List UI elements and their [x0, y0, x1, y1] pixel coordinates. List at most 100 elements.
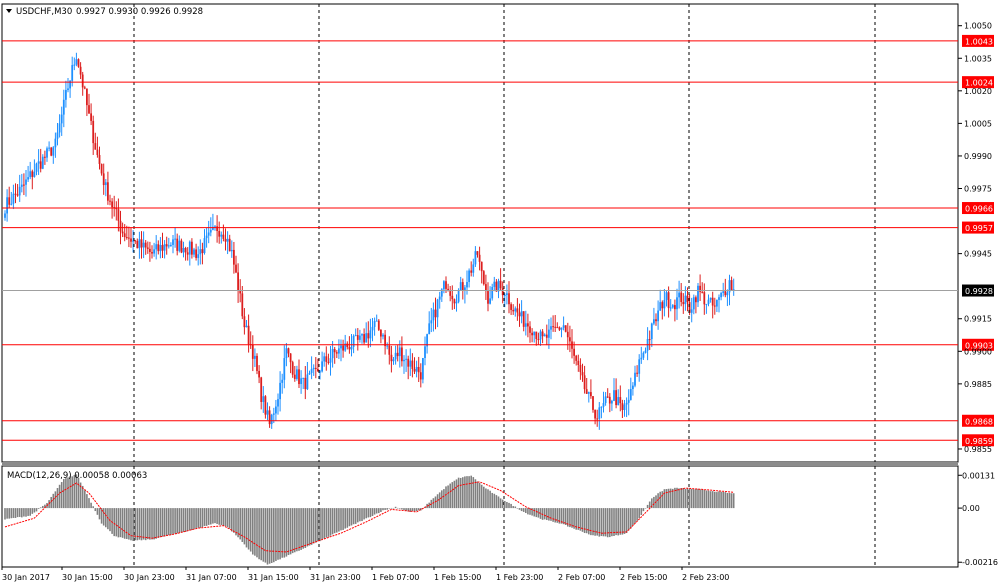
candle: [701, 282, 704, 294]
macd-histogram-bar: [161, 508, 164, 537]
candle-body: [688, 302, 691, 313]
macd-histogram-bar: [168, 508, 170, 536]
candle-body: [453, 299, 456, 304]
candle-body: [489, 298, 491, 304]
macd-histogram-bar: [31, 508, 34, 514]
candle: [518, 303, 521, 327]
candle-body: [241, 293, 244, 317]
macd-histogram-bar: [705, 490, 708, 509]
candle: [163, 240, 166, 259]
macd-histogram-bar: [585, 508, 588, 534]
macd-histogram-bar: [617, 508, 619, 536]
candle: [524, 310, 527, 336]
macd-histogram-bar: [483, 486, 485, 509]
dropdown-triangle-icon[interactable]: [6, 9, 12, 13]
candle-body: [623, 404, 626, 411]
candle-body: [65, 90, 67, 100]
chart-header: USDCHF,M30 0.9927 0.9930 0.9926 0.9928: [6, 7, 203, 17]
candle: [598, 401, 601, 430]
candle-body: [157, 244, 160, 252]
macd-histogram-bar: [193, 508, 195, 530]
x-tick-label: 30 Jan 23:00: [124, 573, 175, 582]
macd-histogram-bar: [100, 508, 103, 524]
macd-histogram-bar: [333, 508, 336, 534]
macd-histogram-bar: [577, 508, 580, 530]
candle: [682, 293, 685, 314]
candle: [195, 243, 197, 261]
candle-body: [226, 238, 229, 242]
candle: [113, 195, 116, 217]
candle: [304, 366, 307, 400]
macd-histogram-bar: [594, 508, 596, 536]
macd-histogram-bar: [289, 508, 292, 555]
candle-body: [396, 352, 399, 357]
macd-histogram-bar: [537, 508, 540, 518]
candle-body: [695, 297, 697, 303]
macd-histogram-bar: [310, 508, 313, 545]
candle-body: [640, 357, 643, 360]
candle: [197, 246, 200, 266]
candle: [709, 297, 712, 303]
macd-histogram-bar: [243, 508, 246, 545]
macd-histogram-bar: [497, 496, 500, 509]
macd-histogram-bar: [682, 487, 685, 509]
candle: [527, 313, 529, 338]
macd-histogram-bar: [142, 508, 145, 540]
candle: [669, 299, 672, 312]
candle: [146, 241, 149, 254]
candle: [335, 350, 338, 359]
y-tick-label: 1.0050: [964, 22, 992, 31]
candle-body: [419, 372, 422, 380]
macd-histogram-bar: [336, 508, 338, 533]
candle: [58, 114, 61, 138]
macd-histogram-bar: [331, 508, 334, 535]
candle-body: [392, 359, 395, 362]
macd-histogram-bar: [615, 508, 617, 536]
candle-body: [4, 213, 6, 218]
candle: [29, 161, 32, 180]
candle-body: [136, 241, 139, 249]
candle-body: [669, 307, 672, 309]
candle-body: [209, 229, 212, 233]
candle-body: [495, 281, 498, 292]
macd-histogram-bar: [291, 508, 294, 554]
macd-histogram-bar: [588, 508, 590, 535]
candle: [291, 360, 294, 378]
candle: [27, 165, 29, 182]
candle: [54, 132, 57, 158]
macd-histogram-bar: [180, 508, 183, 533]
candle-body: [436, 299, 439, 318]
macd-histogram-bar: [657, 493, 659, 509]
candle: [579, 358, 582, 380]
candle-body: [537, 339, 540, 341]
macd-histogram-bar: [157, 508, 160, 538]
candle-body: [394, 352, 397, 360]
candle-body: [214, 226, 216, 228]
candle: [317, 358, 319, 372]
macd-histogram-bar: [159, 508, 162, 538]
candle-body: [195, 249, 197, 258]
candle: [132, 230, 134, 253]
macd-histogram-bar: [184, 508, 187, 532]
macd-histogram-bar: [380, 508, 382, 512]
candle: [279, 371, 281, 412]
macd-histogram-bar: [361, 508, 363, 522]
macd-histogram-bar: [453, 480, 456, 509]
candle: [573, 341, 575, 364]
grid-layer: [1, 3, 959, 568]
candle-body: [230, 249, 233, 252]
candle: [627, 389, 630, 416]
candle-body: [359, 335, 361, 340]
macd-histogram-bar: [546, 508, 548, 521]
candle-body: [716, 299, 718, 307]
current-price-tag: [962, 284, 994, 297]
candle-body: [69, 80, 71, 89]
candle-body: [485, 284, 487, 292]
macd-histogram-bar: [92, 506, 94, 509]
candle-body: [176, 238, 179, 251]
candle: [394, 345, 397, 365]
candle-body: [186, 252, 189, 255]
macd-histogram-bar: [575, 508, 577, 530]
candle-body: [564, 325, 567, 332]
